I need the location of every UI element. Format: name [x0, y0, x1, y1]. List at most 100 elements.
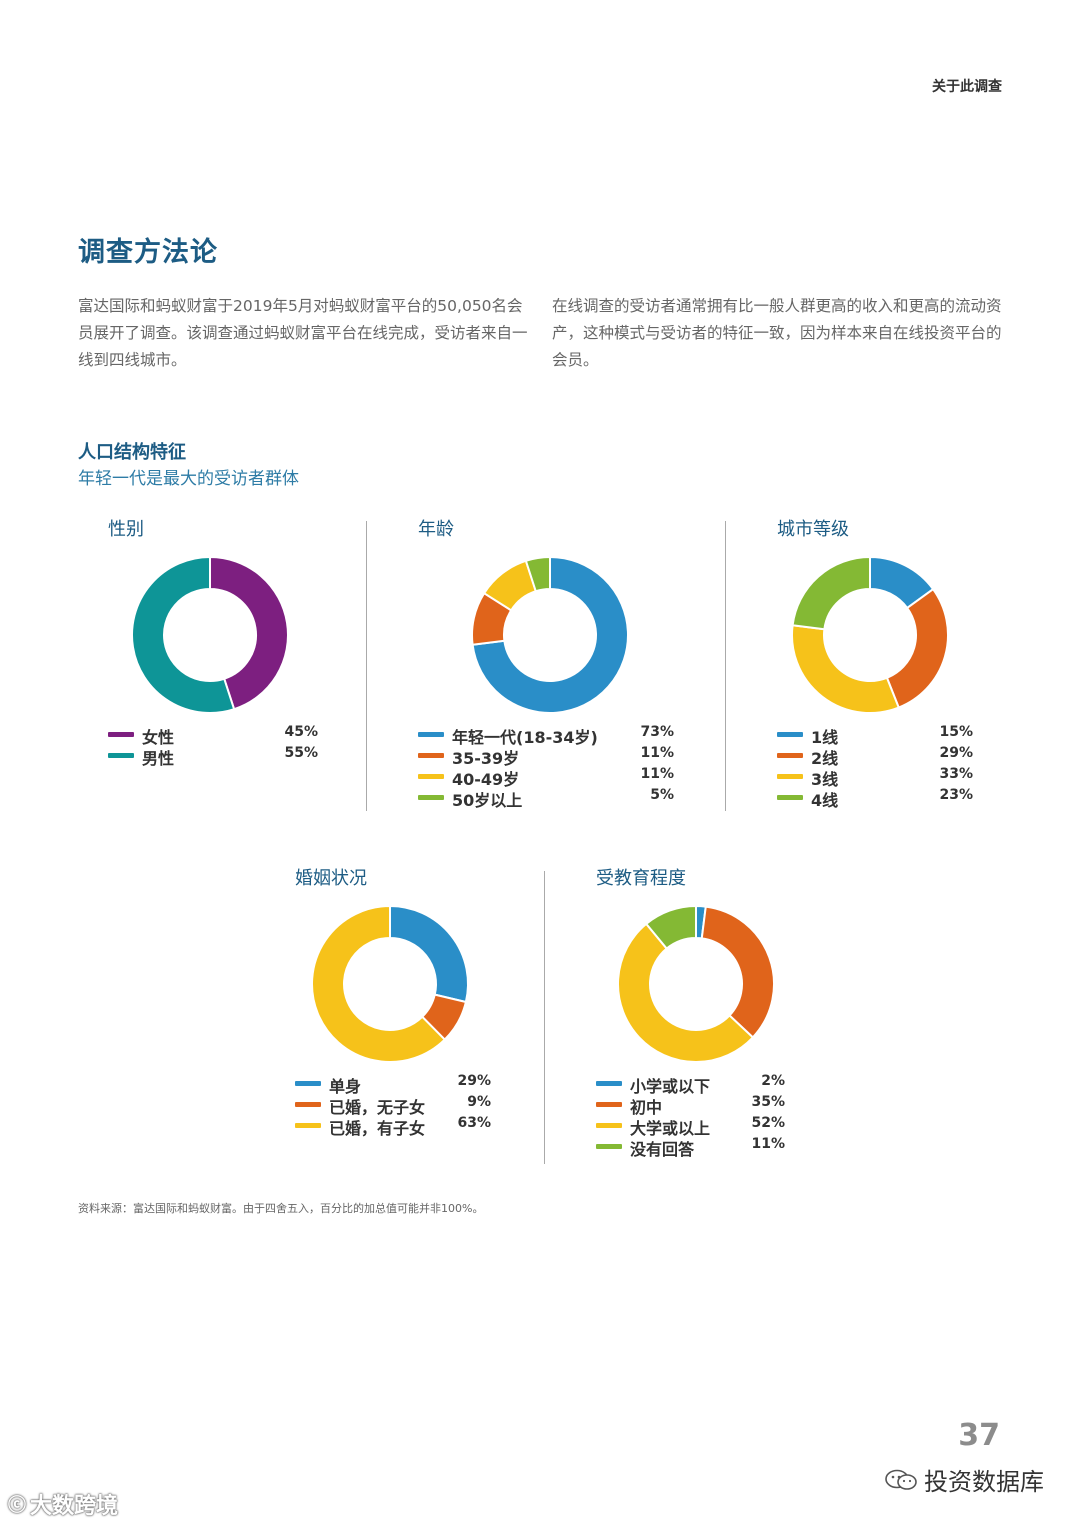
chart-title-age: 年龄: [418, 519, 454, 540]
marital-status-legend: 单身 29% 已婚，无子女 9% 已婚，有子女 63%: [295, 1073, 491, 1138]
legend-swatch: [295, 1081, 321, 1086]
legend-swatch: [418, 774, 444, 779]
legend-value: 15%: [939, 724, 973, 740]
donut-slice: [209, 555, 289, 711]
wechat-brand-label: 投资数据库: [924, 1468, 1044, 1496]
intro-paragraph-left: 富达国际和蚂蚁财富于2019年5月对蚂蚁财富平台的50,050名会员展开了调查。…: [78, 297, 528, 369]
legend-swatch: [418, 795, 444, 800]
legend-label: 35-39岁: [452, 749, 520, 768]
legend-item: 35-39岁 11%: [418, 745, 674, 768]
page-title: 调查方法论: [78, 237, 218, 268]
donut-slice: [791, 624, 901, 714]
age-donut-chart: [471, 555, 629, 714]
legend-label: 小学或以下: [630, 1077, 711, 1096]
legend-label: 1线: [811, 728, 839, 747]
section-label: 关于此调查: [932, 79, 1002, 95]
donut-slice: [524, 555, 551, 593]
legend-item: 男性 55%: [108, 745, 318, 768]
legend-swatch: [108, 753, 134, 758]
legend-value: 11%: [640, 766, 674, 782]
donut-slice: [131, 555, 236, 714]
legend-value: 5%: [650, 787, 674, 803]
education-donut-chart: [617, 904, 775, 1063]
legend-item: 初中 35%: [596, 1094, 785, 1117]
donut-slice: [700, 905, 775, 1039]
watermark-logo-icon: ⓒ: [8, 1495, 26, 1516]
legend-item: 已婚，无子女 9%: [295, 1094, 491, 1117]
legend-label: 4线: [811, 791, 839, 810]
legend-value: 33%: [939, 766, 973, 782]
legend-item: 大学或以上 52%: [596, 1115, 785, 1138]
source-note: 资料来源：富达国际和蚂蚁财富。由于四舍五入，百分比的加总值可能并非100%。: [78, 1202, 484, 1215]
legend-label: 初中: [630, 1098, 663, 1117]
legend-swatch: [295, 1102, 321, 1107]
legend-swatch: [418, 753, 444, 758]
legend-swatch: [777, 732, 803, 737]
legend-label: 已婚，有子女: [329, 1119, 426, 1138]
legend-item: 年轻一代(18-34岁) 73%: [418, 724, 674, 747]
legend-label: 50岁以上: [452, 791, 523, 810]
legend-item: 已婚，有子女 63%: [295, 1115, 491, 1138]
legend-label: 已婚，无子女: [329, 1098, 426, 1117]
legend-item: 女性 45%: [108, 724, 318, 747]
legend-item: 4线 23%: [777, 787, 973, 810]
legend-swatch: [295, 1123, 321, 1128]
chart-title-marital-status: 婚姻状况: [295, 868, 367, 889]
legend-value: 11%: [751, 1136, 785, 1152]
legend-label: 没有回答: [630, 1140, 695, 1159]
legend-swatch: [596, 1102, 622, 1107]
legend-value: 29%: [457, 1073, 491, 1089]
age-legend: 年轻一代(18-34岁) 73% 35-39岁 11% 40-49岁 11% 50岁以上 5%: [418, 724, 674, 810]
legend-value: 55%: [284, 745, 318, 761]
legend-value: 29%: [939, 745, 973, 761]
chart-divider: [544, 871, 545, 1164]
chart-title-city-tier: 城市等级: [777, 519, 849, 540]
donut-slice: [791, 555, 871, 631]
legend-label: 40-49岁: [452, 770, 520, 789]
demographics-subtitle: 年轻一代是最大的受访者群体: [78, 469, 299, 489]
city-tier-donut-chart: [791, 555, 949, 714]
demographics-title: 人口结构特征: [78, 442, 186, 463]
legend-value: 73%: [640, 724, 674, 740]
watermark-brand: ⓒ 大数跨境: [8, 1488, 118, 1520]
wechat-brand: 投资数据库: [884, 1462, 1044, 1497]
legend-item: 3线 33%: [777, 766, 973, 789]
gender-legend: 女性 45% 男性 55%: [108, 724, 318, 768]
education-legend: 小学或以下 2% 初中 35% 大学或以上 52% 没有回答 11%: [596, 1073, 785, 1159]
legend-label: 女性: [142, 728, 175, 747]
donut-slice: [311, 904, 447, 1063]
legend-item: 小学或以下 2%: [596, 1073, 785, 1096]
donut-slice: [471, 555, 629, 714]
legend-item: 没有回答 11%: [596, 1136, 785, 1159]
donut-slice: [644, 904, 697, 950]
legend-value: 63%: [457, 1115, 491, 1131]
legend-item: 单身 29%: [295, 1073, 491, 1096]
legend-label: 3线: [811, 770, 839, 789]
chart-divider: [366, 521, 367, 811]
chart-title-education: 受教育程度: [596, 868, 686, 889]
legend-item: 2线 29%: [777, 745, 973, 768]
legend-label: 2线: [811, 749, 839, 768]
legend-item: 50岁以上 5%: [418, 787, 674, 810]
legend-value: 45%: [284, 724, 318, 740]
chart-title-gender: 性别: [108, 519, 144, 540]
legend-value: 52%: [751, 1115, 785, 1131]
legend-swatch: [418, 732, 444, 737]
donut-slice: [885, 587, 949, 709]
city-tier-legend: 1线 15% 2线 29% 3线 33% 4线 23%: [777, 724, 973, 810]
legend-swatch: [596, 1144, 622, 1149]
donut-slice: [389, 904, 469, 1004]
legend-value: 9%: [467, 1094, 491, 1110]
legend-item: 40-49岁 11%: [418, 766, 674, 789]
legend-value: 23%: [939, 787, 973, 803]
legend-label: 年轻一代(18-34岁): [452, 728, 598, 747]
legend-swatch: [108, 732, 134, 737]
gender-donut-chart: [131, 555, 289, 714]
donut-slice: [617, 922, 755, 1063]
chart-divider: [725, 521, 726, 811]
watermark-brand-label: 大数跨境: [30, 1494, 119, 1519]
legend-label: 男性: [142, 749, 175, 768]
legend-value: 35%: [751, 1094, 785, 1110]
legend-swatch: [596, 1081, 622, 1086]
legend-swatch: [596, 1123, 622, 1128]
